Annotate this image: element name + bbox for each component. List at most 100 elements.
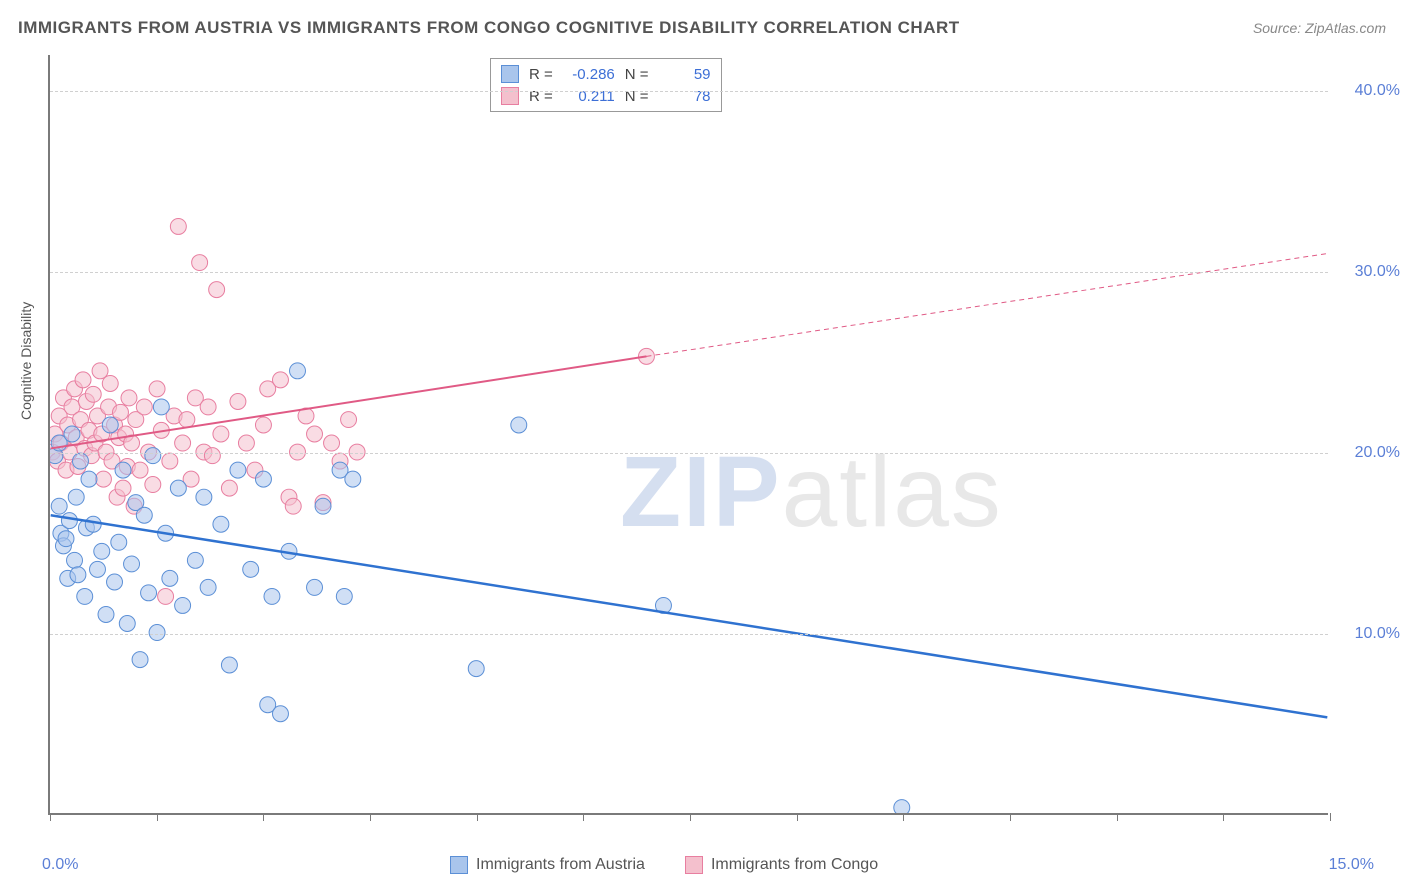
scatter-point — [162, 570, 178, 586]
scatter-point — [50, 426, 63, 442]
x-tick — [1010, 813, 1011, 821]
scatter-point — [90, 561, 106, 577]
y-tick-label: 40.0% — [1355, 82, 1400, 100]
x-tick — [477, 813, 478, 821]
scatter-point — [107, 574, 123, 590]
scatter-point — [204, 448, 220, 464]
legend-label-2: Immigrants from Congo — [711, 856, 878, 874]
scatter-point — [332, 462, 348, 478]
scatter-point — [149, 381, 165, 397]
scatter-point — [260, 381, 276, 397]
x-tick — [1223, 813, 1224, 821]
swatch-pink — [501, 87, 519, 105]
y-tick-label: 20.0% — [1355, 444, 1400, 462]
scatter-point — [128, 495, 144, 511]
trend-line — [646, 254, 1327, 357]
scatter-point — [132, 652, 148, 668]
scatter-point — [285, 498, 301, 514]
scatter-point — [290, 363, 306, 379]
y-tick-label: 30.0% — [1355, 263, 1400, 281]
scatter-point — [109, 489, 125, 505]
x-tick — [903, 813, 904, 821]
scatter-point — [119, 616, 135, 632]
scatter-point — [102, 375, 118, 391]
scatter-point — [213, 516, 229, 532]
stats-row-1: R = -0.286 N = 59 — [501, 63, 711, 85]
scatter-point — [281, 489, 297, 505]
scatter-point — [468, 661, 484, 677]
scatter-point — [64, 399, 80, 415]
scatter-point — [55, 538, 71, 554]
scatter-point — [61, 444, 77, 460]
scatter-point — [332, 453, 348, 469]
n-value-2: 78 — [659, 88, 711, 105]
scatter-point — [124, 556, 140, 572]
legend-item-2: Immigrants from Congo — [685, 856, 878, 874]
scatter-point — [111, 534, 127, 550]
scatter-point — [213, 426, 229, 442]
n-label-2: N = — [625, 88, 649, 105]
x-tick — [583, 813, 584, 821]
gridline — [50, 91, 1328, 92]
scatter-point — [290, 444, 306, 460]
scatter-point — [67, 552, 83, 568]
scatter-point — [175, 597, 191, 613]
scatter-point — [104, 453, 120, 469]
x-tick — [690, 813, 691, 821]
scatter-point — [511, 417, 527, 433]
x-tick — [1117, 813, 1118, 821]
bottom-legend: Immigrants from Austria Immigrants from … — [450, 856, 878, 874]
scatter-point — [315, 495, 331, 511]
scatter-point — [141, 444, 157, 460]
scatter-point — [349, 444, 365, 460]
scatter-point — [60, 417, 76, 433]
r-value-2: 0.211 — [563, 88, 615, 105]
scatter-point — [70, 567, 86, 583]
x-tick — [263, 813, 264, 821]
scatter-point — [175, 435, 191, 451]
r-label-2: R = — [529, 88, 553, 105]
scatter-point — [192, 255, 208, 271]
scatter-point — [230, 394, 246, 410]
scatter-point — [55, 390, 71, 406]
scatter-point — [72, 453, 88, 469]
scatter-point — [221, 480, 237, 496]
scatter-point — [84, 448, 100, 464]
scatter-point — [345, 471, 361, 487]
scatter-point — [58, 462, 74, 478]
scatter-point — [121, 390, 137, 406]
scatter-point — [336, 588, 352, 604]
x-tick-last: 15.0% — [1329, 856, 1374, 874]
scatter-point — [94, 543, 110, 559]
legend-label-1: Immigrants from Austria — [476, 856, 645, 874]
scatter-point — [67, 381, 83, 397]
scatter-point — [90, 408, 106, 424]
n-label-1: N = — [625, 66, 649, 83]
stats-row-2: R = 0.211 N = 78 — [501, 85, 711, 107]
scatter-point — [221, 657, 237, 673]
scatter-point — [115, 462, 131, 478]
scatter-point — [128, 412, 144, 428]
r-label-1: R = — [529, 66, 553, 83]
x-tick — [50, 813, 51, 821]
scatter-point — [153, 399, 169, 415]
legend-swatch-blue — [450, 856, 468, 874]
scatter-point — [141, 585, 157, 601]
scatter-point — [272, 372, 288, 388]
scatter-point — [77, 588, 93, 604]
scatter-point — [95, 471, 111, 487]
scatter-point — [281, 543, 297, 559]
scatter-point — [170, 480, 186, 496]
scatter-point — [255, 471, 271, 487]
scatter-point — [166, 408, 182, 424]
scatter-point — [315, 498, 331, 514]
scatter-point — [187, 552, 203, 568]
gridline — [50, 634, 1328, 635]
scatter-point — [324, 435, 340, 451]
scatter-point — [307, 579, 323, 595]
scatter-point — [158, 525, 174, 541]
chart-title: IMMIGRANTS FROM AUSTRIA VS IMMIGRANTS FR… — [18, 18, 960, 38]
scatter-point — [260, 697, 276, 713]
scatter-point — [255, 417, 271, 433]
stats-legend-box: R = -0.286 N = 59 R = 0.211 N = 78 — [490, 58, 722, 112]
